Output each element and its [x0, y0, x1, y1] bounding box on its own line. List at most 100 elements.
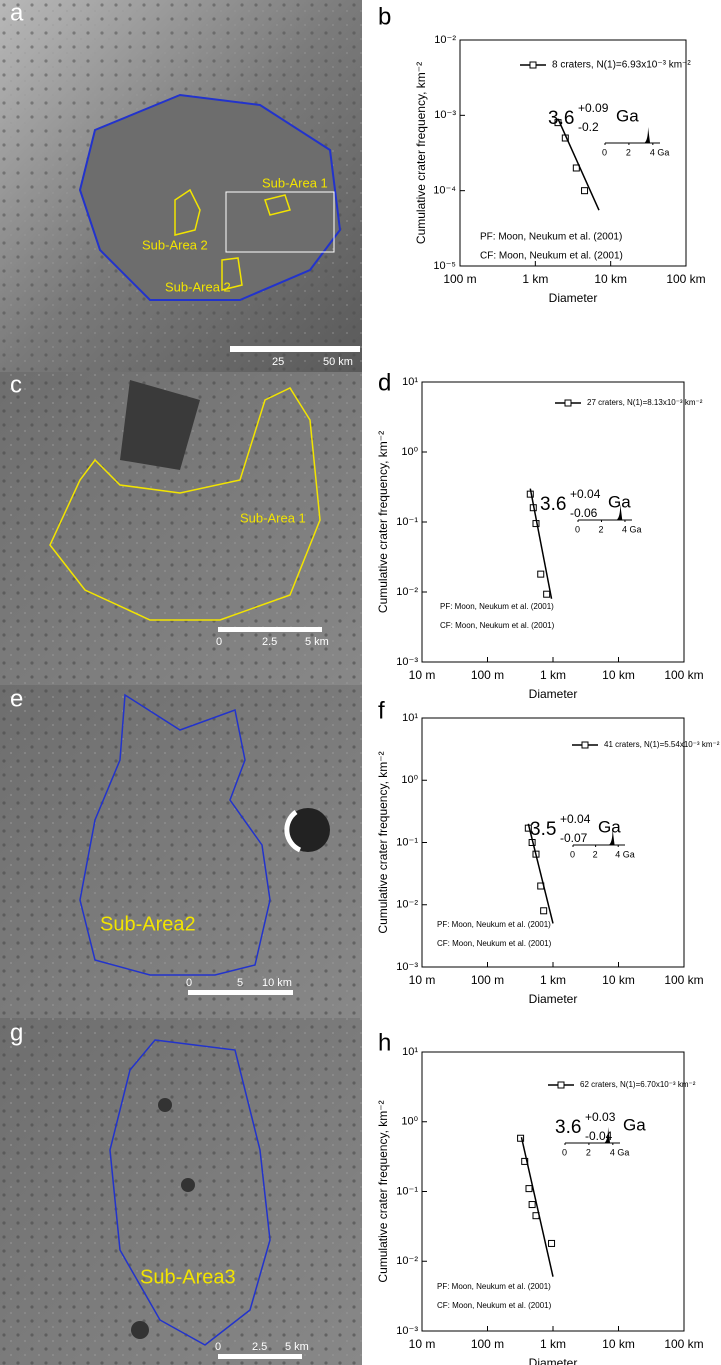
y-tick-label: 10⁰: [401, 1116, 418, 1128]
region-label: Sub-Area3: [140, 1266, 236, 1288]
x-axis-label: Diameter: [529, 1356, 578, 1365]
inset-tick-label: 4 Ga: [650, 147, 670, 157]
x-tick-label: 10 m: [409, 973, 436, 987]
data-point: [537, 570, 545, 578]
region-label: Sub-Area2: [100, 913, 196, 935]
x-axis-label: Diameter: [549, 291, 598, 305]
inset-tick-label: 0: [562, 1147, 567, 1157]
data-point: [543, 590, 551, 598]
y-tick-label: 10¹: [402, 712, 418, 724]
y-tick-label: 10⁻¹: [396, 1185, 418, 1197]
note: PF: Moon, Neukum et al. (2001): [440, 602, 554, 611]
data-point: [528, 1201, 536, 1209]
x-tick-label: 1 km: [522, 272, 548, 286]
data-point: [521, 1157, 529, 1165]
y-tick-label: 10¹: [402, 376, 418, 388]
data-point: [581, 187, 589, 195]
data-point: [548, 1239, 556, 1247]
y-tick-label: 10⁰: [401, 446, 418, 458]
note: CF: Moon, Neukum et al. (2001): [440, 621, 555, 630]
inset-tick-label: 0: [602, 147, 607, 157]
region-label: Sub-Area 2: [142, 237, 208, 252]
age-plus: +0.09: [578, 101, 609, 115]
x-tick-label: 100 m: [443, 272, 476, 286]
age-value: 3.6: [555, 1117, 581, 1138]
y-tick-label: 10⁻²: [434, 34, 456, 46]
inset-tick-label: 2: [593, 849, 598, 859]
scale-label: 0: [215, 1341, 221, 1353]
legend-marker: [529, 61, 537, 69]
age-plus: +0.03: [585, 1110, 616, 1124]
age-peak: [608, 829, 615, 845]
age-unit: Ga: [608, 492, 631, 511]
y-tick-label: 10⁻⁴: [433, 185, 456, 197]
x-tick-label: 1 km: [540, 1337, 566, 1351]
age-minus: -0.2: [578, 120, 599, 134]
age-peak: [604, 1127, 611, 1143]
panel-letter: d: [378, 369, 391, 396]
scale-label: 50 km: [323, 356, 353, 368]
image-panel-a: a Sub-Area 1 Sub-Area 2 Sub-Area 2 25 50…: [0, 0, 362, 372]
x-tick-label: 1 km: [540, 668, 566, 682]
inset-tick-label: 2: [626, 147, 631, 157]
age-peak: [644, 127, 651, 143]
x-tick-label: 10 km: [602, 973, 635, 987]
panel-letter: h: [378, 1029, 391, 1056]
note: CF: Moon, Neukum et al. (2001): [480, 251, 623, 262]
x-tick-label: 100 m: [471, 668, 504, 682]
data-point: [540, 907, 548, 915]
scale-label: 25: [272, 356, 284, 368]
age-unit: Ga: [598, 817, 621, 836]
x-tick-label: 100 km: [664, 1337, 703, 1351]
panel-letter: f: [378, 697, 385, 724]
scale-label: 0: [186, 977, 192, 989]
region-label: Sub-Area 1: [240, 510, 306, 525]
x-tick-label: 100 m: [471, 973, 504, 987]
inset-tick-label: 4 Ga: [615, 849, 635, 859]
panel-letter: c: [10, 371, 22, 398]
inset-tick-label: 2: [598, 524, 603, 534]
age-plus: +0.04: [560, 812, 591, 826]
y-axis-label: Cumulative crater frequency, km⁻²: [414, 62, 428, 244]
y-tick-label: 10¹: [402, 1046, 418, 1058]
y-tick-label: 10⁻⁵: [433, 260, 456, 272]
x-tick-label: 10 m: [409, 668, 436, 682]
legend-label: 62 craters, N(1)=6.70x10⁻³ km⁻²: [580, 1080, 696, 1089]
note: CF: Moon, Neukum et al. (2001): [437, 1301, 552, 1310]
scale-label: 0: [216, 636, 222, 648]
x-tick-label: 10 km: [594, 272, 627, 286]
inset-tick-label: 0: [570, 849, 575, 859]
note: PF: Moon, Neukum et al. (2001): [480, 232, 622, 243]
y-tick-label: 10⁻¹: [396, 836, 418, 848]
x-tick-label: 100 km: [666, 272, 705, 286]
image-panel-g: g Sub-Area3 0 2.5 5 km: [0, 1018, 362, 1365]
inset-tick-label: 4 Ga: [622, 524, 642, 534]
note: PF: Moon, Neukum et al. (2001): [437, 920, 551, 929]
age-value: 3.5: [530, 819, 556, 840]
fit-line: [557, 118, 600, 211]
scale-label: 5: [237, 977, 243, 989]
age-minus: -0.06: [570, 506, 598, 520]
y-tick-label: 10⁻³: [396, 1325, 418, 1337]
age-peak: [616, 504, 623, 520]
x-tick-label: 10 km: [602, 1337, 635, 1351]
legend-label: 27 craters, N(1)=8.13x10⁻³ km⁻²: [587, 398, 703, 407]
x-tick-label: 1 km: [540, 973, 566, 987]
y-axis-label: Cumulative crater frequency, km⁻²: [376, 431, 390, 613]
note: PF: Moon, Neukum et al. (2001): [437, 1282, 551, 1291]
plot-frame: [421, 381, 685, 663]
plot-frame: [459, 39, 687, 267]
panel-letter: g: [10, 1019, 23, 1046]
region-label: Sub-Area 2: [165, 279, 231, 294]
region-label: Sub-Area 1: [262, 175, 328, 190]
x-tick-label: 100 km: [664, 668, 703, 682]
image-panel-c: c Sub-Area 1 0 2.5 5 km: [0, 371, 362, 685]
y-tick-label: 10⁻³: [434, 109, 456, 121]
legend-marker: [564, 399, 572, 407]
y-tick-label: 10⁰: [401, 774, 418, 786]
age-unit: Ga: [616, 106, 639, 125]
y-tick-label: 10⁻³: [396, 656, 418, 668]
age-unit: Ga: [623, 1115, 646, 1134]
y-tick-label: 10⁻²: [396, 1255, 418, 1267]
